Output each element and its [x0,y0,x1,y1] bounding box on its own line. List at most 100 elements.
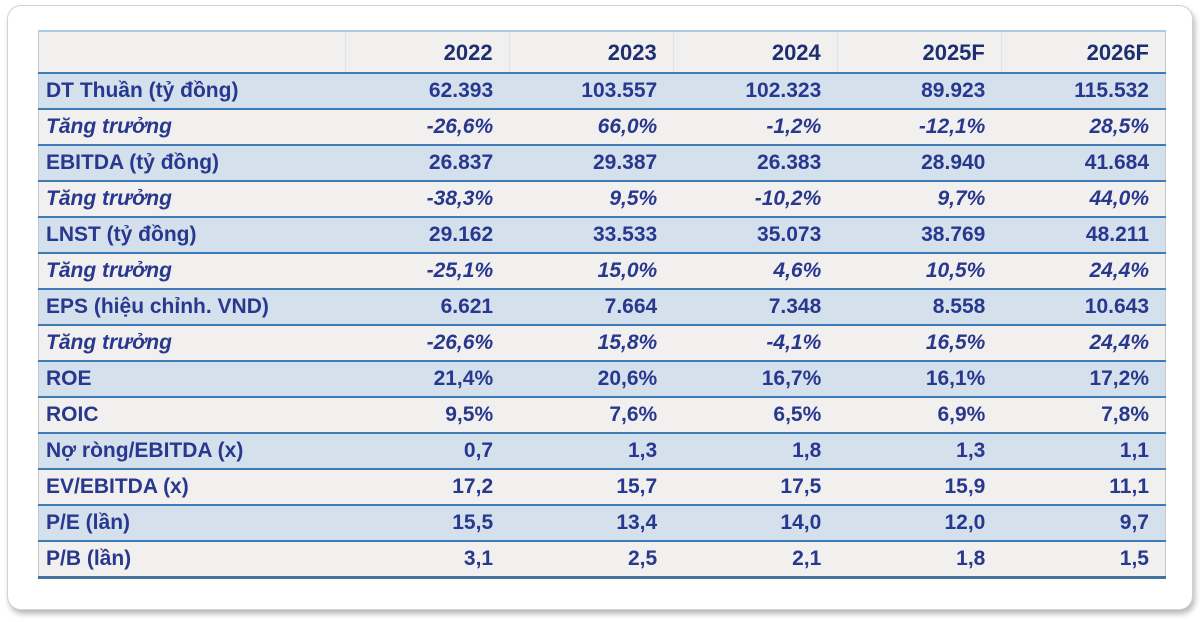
cell-value: 15,8% [509,325,674,362]
table-row: P/B (lần) 3,1 2,5 2,1 1,8 1,5 [38,541,1166,579]
table-row: Tăng trưởng -26,6% 66,0% -1,2% -12,1% 28,5% [38,109,1166,146]
cell-value: 1,8 [837,541,1002,579]
table-body: DT Thuần (tỷ đồng) 62.393 103.557 102.323 89… [38,73,1166,579]
cell-value: 2,5 [509,541,674,579]
cell-value: 66,0% [509,109,674,146]
row-label: Tăng trưởng [38,253,346,290]
cell-value: 29.387 [509,145,674,182]
cell-value: 1,5 [1001,541,1166,579]
cell-value: 15,9 [837,469,1002,506]
col-header-2025f: 2025F [836,31,1002,74]
cell-value: 16,1% [837,361,1002,398]
cell-value: 15,0% [509,253,674,290]
table-row: EV/EBITDA (x) 17,2 15,7 17,5 15,9 11,1 [38,469,1166,506]
table-row: Tăng trưởng -38,3% 9,5% -10,2% 9,7% 44,0% [38,181,1166,218]
cell-value: 6.621 [345,289,510,326]
cell-value: 24,4% [1001,325,1166,362]
cell-value: 0,7 [345,433,510,470]
cell-value: 6,5% [673,397,838,434]
col-header-2022: 2022 [344,31,510,74]
cell-value: 89.923 [837,73,1002,110]
cell-value: 7,6% [509,397,674,434]
cell-value: 7.348 [673,289,838,326]
cell-value: 17,2 [345,469,510,506]
row-label: EPS (hiệu chỉnh. VND) [38,289,346,326]
cell-value: 11,1 [1001,469,1166,506]
cell-value: 33.533 [509,217,674,254]
cell-value: 9,5% [509,181,674,218]
cell-value: 20,6% [509,361,674,398]
cell-value: 6,9% [837,397,1002,434]
financial-summary-table: 2022 2023 2024 2025F 2026F DT Thuần (tỷ … [38,30,1166,579]
cell-value: 21,4% [345,361,510,398]
col-header-2024: 2024 [672,31,838,74]
table-row: ROE 21,4% 20,6% 16,7% 16,1% 17,2% [38,361,1166,398]
table-row: ROIC 9,5% 7,6% 6,5% 6,9% 7,8% [38,397,1166,434]
cell-value: 44,0% [1001,181,1166,218]
cell-value: 9,5% [345,397,510,434]
cell-value: 15,7 [509,469,674,506]
row-label: LNST (tỷ đồng) [38,217,346,254]
row-label: Tăng trưởng [38,325,346,362]
cell-value: 102.323 [673,73,838,110]
cell-value: 2,1 [673,541,838,579]
cell-value: 28,5% [1001,109,1166,146]
row-label: ROIC [38,397,346,434]
cell-value: -10,2% [673,181,838,218]
cell-value: 103.557 [509,73,674,110]
cell-value: 4,6% [673,253,838,290]
row-label: EV/EBITDA (x) [38,469,346,506]
table-row: LNST (tỷ đồng) 29.162 33.533 35.073 38.769 48… [38,217,1166,254]
cell-value: 1,8 [673,433,838,470]
cell-value: -26,6% [345,325,510,362]
cell-value: 7.664 [509,289,674,326]
cell-value: 24,4% [1001,253,1166,290]
cell-value: 9,7% [837,181,1002,218]
cell-value: 8.558 [837,289,1002,326]
cell-value: 26.383 [673,145,838,182]
cell-value: 62.393 [345,73,510,110]
cell-value: 26.837 [345,145,510,182]
cell-value: 3,1 [345,541,510,579]
cell-value: 14,0 [673,505,838,542]
table-row: Tăng trưởng -26,6% 15,8% -4,1% 16,5% 24,4% [38,325,1166,362]
cell-value: 29.162 [345,217,510,254]
table-row: EPS (hiệu chỉnh. VND) 6.621 7.664 7.348 8.55… [38,289,1166,326]
cell-value: 1,3 [837,433,1002,470]
cell-value: 7,8% [1001,397,1166,434]
row-label: P/B (lần) [38,541,346,579]
cell-value: 12,0 [837,505,1002,542]
cell-value: -26,6% [345,109,510,146]
col-header-2026f: 2026F [1000,31,1166,74]
cell-value: 9,7 [1001,505,1166,542]
cell-value: 1,3 [509,433,674,470]
row-label: Tăng trưởng [38,109,346,146]
row-label: EBITDA (tỷ đồng) [38,145,346,182]
cell-value: -1,2% [673,109,838,146]
table-row: DT Thuần (tỷ đồng) 62.393 103.557 102.323 89… [38,73,1166,110]
row-label: DT Thuần (tỷ đồng) [38,73,346,110]
row-label: ROE [38,361,346,398]
cell-value: 10,5% [837,253,1002,290]
row-label: Tăng trưởng [38,181,346,218]
table-row: EBITDA (tỷ đồng) 26.837 29.387 26.383 28.940… [38,145,1166,182]
col-header-empty [38,31,346,74]
cell-value: 48.211 [1001,217,1166,254]
cell-value: -4,1% [673,325,838,362]
header-row: 2022 2023 2024 2025F 2026F [38,31,1166,74]
cell-value: 115.532 [1001,73,1166,110]
cell-value: 38.769 [837,217,1002,254]
cell-value: -25,1% [345,253,510,290]
cell-value: 1,1 [1001,433,1166,470]
cell-value: 35.073 [673,217,838,254]
cell-value: 41.684 [1001,145,1166,182]
cell-value: 13,4 [509,505,674,542]
cell-value: 15,5 [345,505,510,542]
cell-value: 28.940 [837,145,1002,182]
row-label: Nợ ròng/EBITDA (x) [38,433,346,470]
col-header-2023: 2023 [508,31,674,74]
cell-value: 16,7% [673,361,838,398]
cell-value: 16,5% [837,325,1002,362]
table-row: Tăng trưởng -25,1% 15,0% 4,6% 10,5% 24,4% [38,253,1166,290]
